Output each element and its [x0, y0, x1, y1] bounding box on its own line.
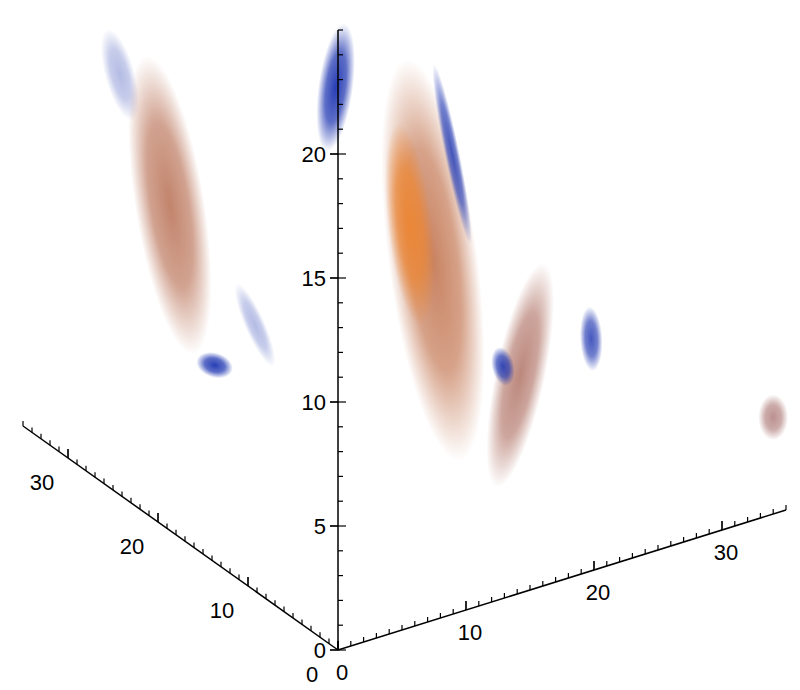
svg-text:30: 30 — [714, 540, 738, 565]
svg-text:5: 5 — [314, 514, 326, 539]
svg-text:0: 0 — [314, 638, 326, 663]
svg-text:30: 30 — [30, 470, 54, 495]
svg-text:10: 10 — [302, 390, 326, 415]
svg-text:10: 10 — [458, 620, 482, 645]
svg-text:0: 0 — [306, 662, 318, 687]
svg-text:15: 15 — [302, 266, 326, 291]
svg-text:20: 20 — [120, 534, 144, 559]
svg-text:10: 10 — [210, 598, 234, 623]
svg-text:20: 20 — [586, 580, 610, 605]
svg-text:0: 0 — [336, 660, 348, 685]
svg-text:20: 20 — [302, 142, 326, 167]
